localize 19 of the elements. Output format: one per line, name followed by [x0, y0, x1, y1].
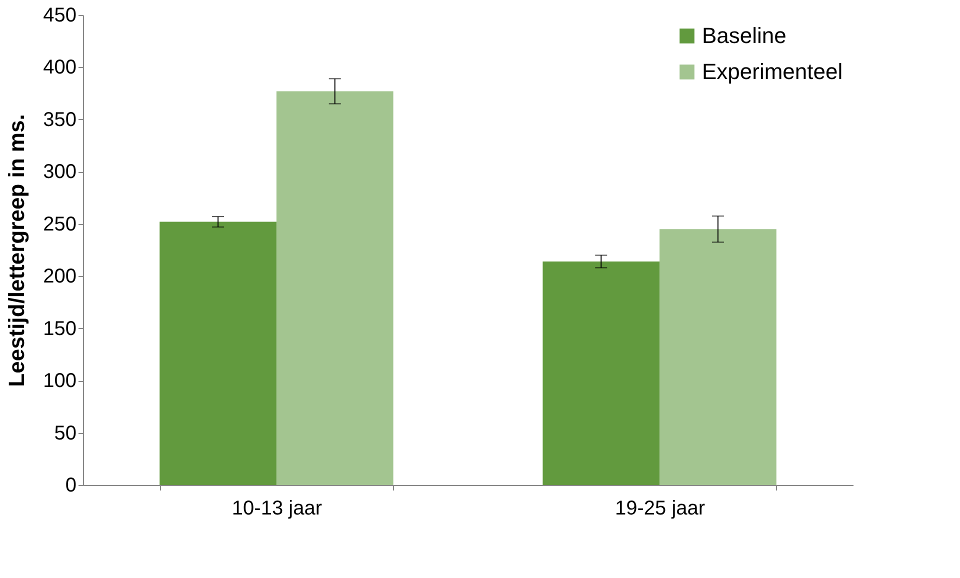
- y-tick-label: 150: [43, 318, 76, 340]
- y-tick-label: 350: [43, 108, 76, 131]
- y-tick-label: 250: [43, 213, 76, 236]
- bar: [276, 91, 394, 485]
- y-tick-label: 50: [54, 422, 76, 444]
- legend-label: Baseline: [702, 23, 786, 48]
- y-tick-label: 300: [43, 161, 76, 184]
- y-tick-label: 400: [43, 56, 76, 79]
- y-tick-label: 100: [43, 370, 76, 392]
- bar: [542, 261, 660, 485]
- bar: [660, 229, 776, 485]
- y-tick-label: 450: [43, 4, 76, 26]
- bar: [160, 222, 276, 485]
- y-tick-label: 200: [43, 266, 76, 288]
- legend-label: Experimenteel: [702, 59, 843, 84]
- x-tick-label: 10-13 jaar: [232, 498, 322, 520]
- y-tick-label: 0: [65, 474, 76, 496]
- y-axis-title: Leestijd/lettergreep in ms.: [4, 114, 30, 387]
- x-tick-label: 19-25 jaar: [615, 498, 706, 520]
